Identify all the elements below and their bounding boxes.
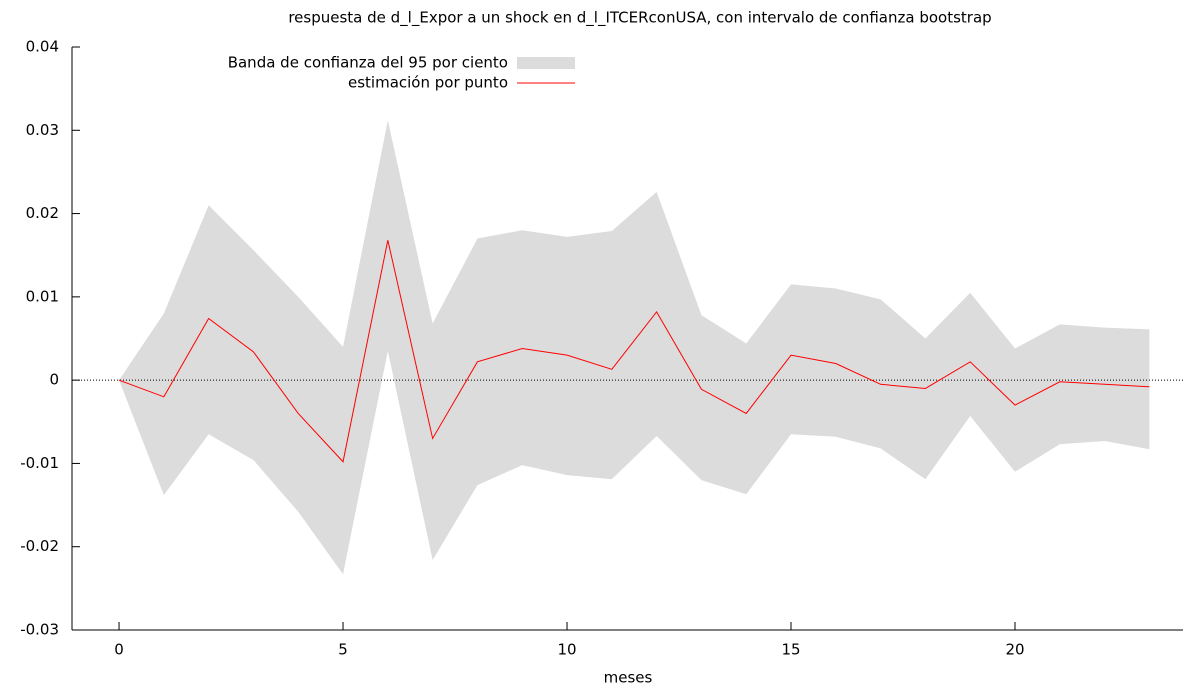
estimate-line bbox=[118, 240, 1150, 463]
x-tick-label: 20 bbox=[1005, 641, 1024, 659]
y-tick-label: 0.01 bbox=[26, 287, 59, 305]
legend-label: Banda de confianza del 95 por ciento bbox=[228, 54, 508, 72]
legend-swatch bbox=[517, 57, 575, 69]
legend-label: estimación por punto bbox=[348, 74, 508, 92]
y-tick-label: -0.03 bbox=[20, 621, 59, 639]
y-tick-label: -0.02 bbox=[20, 537, 59, 555]
y-tick-label: 0.02 bbox=[26, 204, 59, 222]
x-tick-label: 5 bbox=[338, 641, 348, 659]
y-tick-label: 0.03 bbox=[26, 121, 59, 139]
x-axis-label: meses bbox=[604, 669, 653, 686]
y-tick-label: 0 bbox=[49, 371, 59, 389]
x-tick-label: 15 bbox=[781, 641, 800, 659]
y-tick-label: 0.04 bbox=[26, 38, 59, 56]
x-tick-label: 10 bbox=[557, 641, 576, 659]
chart-title: respuesta de d_l_Expor a un shock en d_l… bbox=[288, 9, 991, 28]
confidence-band bbox=[119, 120, 1150, 575]
y-tick-label: -0.01 bbox=[20, 454, 59, 472]
x-tick-label: 0 bbox=[114, 641, 124, 659]
